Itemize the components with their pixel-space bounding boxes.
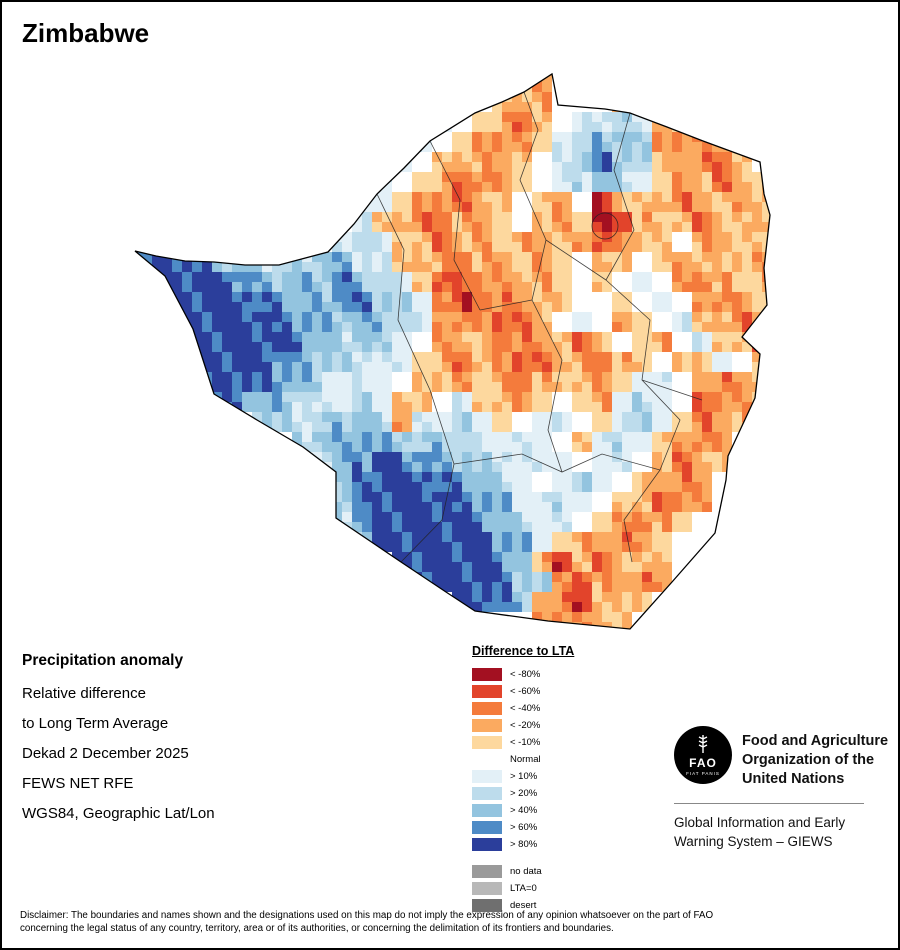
legend-label: < -40% [510,703,541,714]
legend-entry: > 20% [472,785,622,802]
province-boundaries [376,91,703,563]
legend-label: < -60% [510,686,541,697]
legend-swatch [472,736,502,749]
info-line-3: Dekad 2 December 2025 [22,745,189,762]
zimbabwe-map [134,72,771,630]
fao-org-name: Food and Agriculture Organization of the… [742,732,888,789]
legend-entry: < -60% [472,683,622,700]
giews-line-1: Global Information and Early [674,815,846,830]
legend-label: Normal [510,754,541,765]
map-info: Precipitation anomaly Relative differenc… [22,652,215,835]
legend-entry: < -20% [472,717,622,734]
legend-label: > 20% [510,788,538,799]
legend-entry: no data [472,863,622,880]
legend-swatch [472,685,502,698]
legend-swatch [472,702,502,715]
legend-swatch [472,899,502,912]
page-title: Zimbabwe [22,18,150,48]
info-line-2: to Long Term Average [22,715,169,732]
legend-swatch [472,787,502,800]
legend-label: < -10% [510,737,541,748]
legend-entry: Normal [472,751,622,768]
giews-name: Global Information and Early Warning Sys… [674,813,845,851]
legend-label: < -20% [510,720,541,731]
disclaimer-line-2: concerning the legal status of any count… [20,922,614,934]
legend-entry: LTA=0 [472,880,622,897]
legend-swatch [472,753,502,766]
disclaimer: Disclaimer: The boundaries and names sho… [20,910,886,935]
legend-entry: desert [472,897,622,914]
legend-label: LTA=0 [510,883,537,894]
fao-org-line-3: United Nations [742,771,845,787]
legend-title: Difference to LTA [472,644,575,658]
legend-label: > 40% [510,805,538,816]
info-line-title: Precipitation anomaly [22,652,184,669]
fao-motto: FIAT PANIS [686,771,720,776]
legend-swatch [472,668,502,681]
legend-entry: > 80% [472,836,622,853]
legend: Difference to LTA < -80% < -60% < -40% < -2… [472,644,622,914]
harare-boundary [591,212,619,240]
legend-label: > 10% [510,771,538,782]
fao-divider [674,803,864,804]
legend-entry: < -40% [472,700,622,717]
legend-entry: > 60% [472,819,622,836]
legend-swatch [472,770,502,783]
legend-entry: > 10% [472,768,622,785]
legend-swatch [472,838,502,851]
legend-entries: < -80% < -60% < -40% < -20% < -10% Normal > 10… [472,666,622,853]
raster-grid [135,74,770,629]
legend-label: desert [510,900,537,911]
legend-swatch [472,719,502,732]
disclaimer-line-1: Disclaimer: The boundaries and names sho… [20,910,714,921]
info-line-4: FEWS NET RFE [22,775,134,792]
legend-swatch [472,821,502,834]
wheat-icon [695,733,711,757]
legend-label: > 60% [510,822,538,833]
legend-entry: > 40% [472,802,622,819]
legend-label: no data [510,866,542,877]
legend-swatch [472,882,502,895]
legend-swatch [472,865,502,878]
country-border [134,72,771,630]
legend-label: < -80% [510,669,541,680]
fao-org-line-1: Food and Agriculture [742,733,889,749]
legend-entry: < -80% [472,666,622,683]
info-line-1: Relative difference [22,685,146,702]
giews-line-2: Warning System – GIEWS [674,834,833,849]
fao-logo-text: FAO [689,756,717,770]
legend-label: > 80% [510,839,538,850]
legend-extra-entries: no data LTA=0 desert [472,863,622,914]
legend-swatch [472,804,502,817]
info-line-5: WGS84, Geographic Lat/Lon [22,805,215,822]
fao-org-line-2: Organization of the [742,752,875,768]
fao-logo: FAO FIAT PANIS [674,726,732,784]
legend-entry: < -10% [472,734,622,751]
